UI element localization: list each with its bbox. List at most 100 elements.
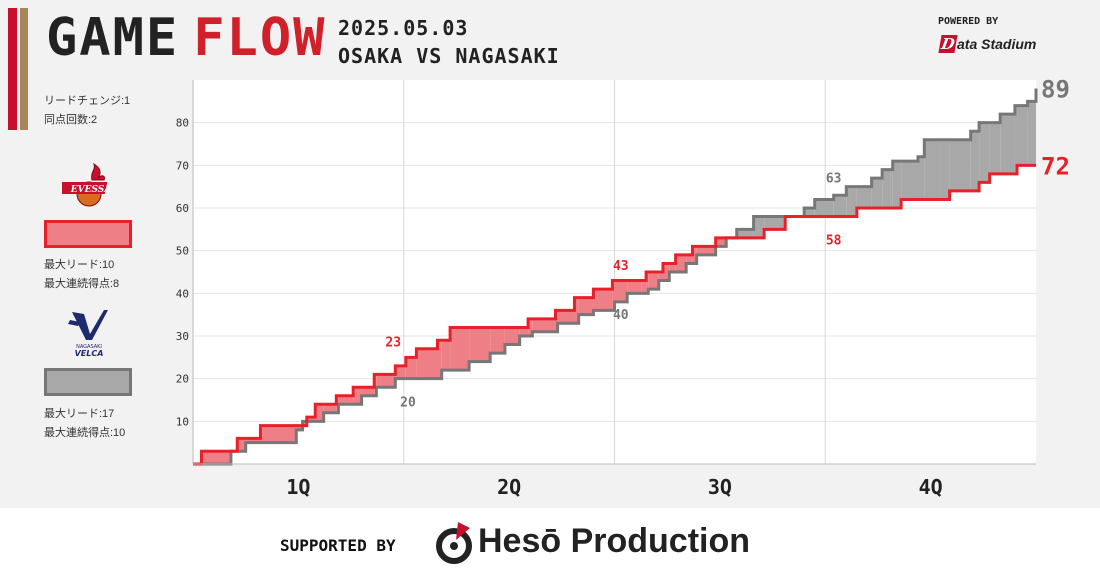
nagasaki-max-lead: 最大リード:17 — [44, 408, 115, 420]
lead-fill-osaka — [260, 425, 297, 443]
osaka-logo-text: EVESSA — [70, 185, 112, 195]
lead-fill-osaka — [450, 327, 470, 371]
osaka-final-score: 72 — [1041, 152, 1070, 180]
nagasaki-max-run: 最大連続得点:10 — [44, 427, 126, 439]
lead-fill-osaka — [416, 348, 438, 379]
osaka-max-run: 最大連続得点:8 — [44, 278, 120, 290]
lead-fill-nagasaki — [736, 229, 754, 238]
lead-fill-osaka — [306, 417, 316, 422]
y-tick-30: 30 — [176, 330, 189, 343]
y-tick-70: 70 — [176, 159, 189, 172]
nagasaki-score-line — [193, 88, 1038, 466]
axes: 10 20 30 40 50 60 70 80 1Q 2Q 3Q 4Q — [176, 80, 1036, 499]
lead-changes-text: リードチェンジ:1 — [44, 95, 131, 107]
lead-fill-osaka — [696, 246, 716, 255]
nagasaki-velca-logo: NAGASAKI VELCA — [68, 310, 108, 358]
lead-fill-nagasaki — [804, 208, 815, 217]
lead-fill-nagasaki — [871, 178, 883, 208]
lead-fill-nagasaki — [890, 169, 893, 208]
lead-fill-osaka — [669, 263, 676, 272]
lead-fill-osaka — [490, 327, 505, 354]
quarter-score-label-nagasaki: 40 — [613, 308, 629, 323]
lead-fill-nagasaki — [939, 139, 950, 200]
y-tick-20: 20 — [176, 373, 189, 386]
lead-fill-nagasaki — [302, 421, 307, 426]
footer: SUPPORTED BY Hesō Production — [0, 508, 1100, 570]
x-tick-4Q: 4Q — [919, 475, 943, 499]
chart-labels: 72 89 23 20 43 40 58 63 — [385, 76, 1070, 411]
lead-fill-osaka — [578, 297, 594, 315]
lead-fill-nagasaki — [970, 131, 980, 191]
lead-fill-osaka — [353, 387, 362, 405]
lead-fill-osaka — [245, 438, 261, 443]
lead-fill-nagasaki — [764, 216, 786, 230]
lead-fill-osaka — [201, 451, 231, 464]
lead-fill-osaka — [437, 340, 442, 379]
ties-text: 同点回数:2 — [44, 114, 98, 126]
lead-fill-nagasaki — [814, 199, 834, 217]
supported-by-label: SUPPORTED BY — [280, 536, 396, 555]
osaka-legend-swatch — [44, 220, 132, 248]
lead-fill-nagasaki — [989, 122, 1001, 174]
lead-fill-osaka — [323, 404, 337, 413]
heso-production-icon — [436, 522, 472, 564]
lead-fill-osaka — [641, 280, 647, 294]
nagasaki-logo-text: NAGASAKI — [76, 344, 102, 350]
lead-fill-osaka — [361, 387, 375, 396]
y-tick-10: 10 — [176, 415, 189, 428]
lead-fill-areas — [201, 101, 1036, 464]
title-word-flow: FLOW — [193, 8, 327, 68]
y-tick-50: 50 — [176, 245, 189, 258]
lead-fill-osaka — [315, 404, 324, 422]
x-tick-1Q: 1Q — [286, 475, 310, 499]
lead-fill-osaka — [646, 272, 649, 294]
lead-fill-osaka — [395, 365, 406, 379]
lead-fill-nagasaki — [1014, 105, 1018, 174]
x-tick-2Q: 2Q — [497, 475, 521, 499]
game-date: 2025.05.03 — [338, 16, 469, 40]
lead-fill-nagasaki — [917, 156, 925, 200]
lead-fill-nagasaki — [856, 186, 872, 208]
quarter-score-label-nagasaki: 63 — [826, 171, 842, 186]
lead-fill-nagasaki — [753, 216, 765, 238]
heso-production-name: Hesō Production — [478, 522, 751, 560]
lead-fill-osaka — [405, 357, 417, 379]
game-matchup: OSAKA VS NAGASAKI — [338, 44, 560, 68]
lead-fill-osaka — [338, 395, 354, 405]
lead-fill-nagasaki — [949, 139, 971, 191]
lead-fill-nagasaki — [979, 122, 990, 183]
header-accent-stripes — [8, 8, 28, 130]
lead-fill-osaka — [614, 280, 628, 302]
quarter-score-label-nagasaki: 20 — [400, 395, 416, 410]
lead-fill-osaka — [515, 327, 520, 345]
lead-fill-nagasaki — [1017, 105, 1028, 166]
lead-fill-nagasaki — [833, 195, 847, 217]
lead-fill-osaka — [658, 272, 663, 281]
quarter-score-label-osaka: 23 — [385, 336, 401, 351]
lead-fill-osaka — [528, 318, 533, 336]
lead-fill-osaka — [504, 327, 516, 345]
lead-fill-nagasaki — [901, 161, 918, 200]
lead-fill-osaka — [237, 438, 246, 452]
lead-fill-nagasaki — [924, 139, 940, 200]
lead-fill-osaka — [376, 374, 396, 388]
quarter-score-label-osaka: 43 — [613, 259, 629, 274]
lead-fill-osaka — [532, 318, 556, 332]
lead-fill-osaka — [715, 237, 727, 247]
nagasaki-logo-text2: VELCA — [75, 349, 104, 358]
score-lines — [193, 88, 1038, 466]
lead-fill-nagasaki — [882, 169, 891, 208]
data-stadium-name: ata Stadium — [957, 36, 1037, 52]
game-flow-chart: 10 20 30 40 50 60 70 80 1Q 2Q 3Q 4Q 72 89 23 20 43 40 58 6… — [176, 76, 1070, 499]
nagasaki-legend-swatch — [44, 368, 132, 396]
lead-fill-osaka — [574, 297, 579, 324]
quarter-score-label-osaka: 58 — [826, 233, 842, 248]
lead-fill-osaka — [557, 310, 575, 324]
lead-fill-osaka — [648, 272, 659, 290]
nagasaki-final-score: 89 — [1041, 76, 1070, 104]
lead-fill-osaka — [692, 246, 697, 264]
lead-fill-osaka — [612, 280, 615, 311]
lead-fill-osaka — [627, 280, 642, 294]
page-title: GAME FLOW — [46, 6, 326, 70]
